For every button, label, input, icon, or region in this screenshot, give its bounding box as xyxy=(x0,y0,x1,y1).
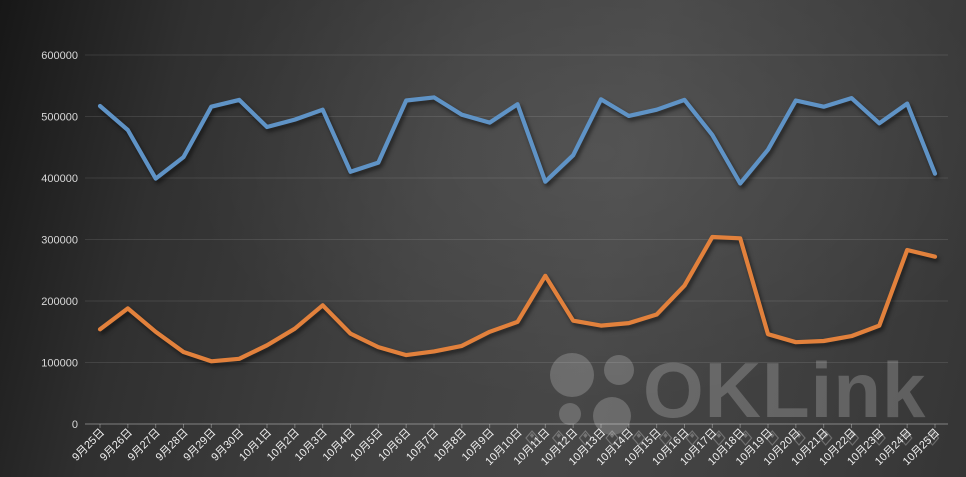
diamond-inner-icon xyxy=(796,433,802,438)
diamond-icon xyxy=(551,430,566,446)
diamond-icon xyxy=(899,430,913,446)
series-layer xyxy=(97,95,938,364)
diamond-inner-icon xyxy=(583,433,588,438)
y-axis-tick-label: 400000 xyxy=(41,173,78,185)
diamond-icon xyxy=(792,430,806,446)
series-line-blue xyxy=(97,95,938,186)
oklink-watermark: OKLink xyxy=(525,346,940,446)
diamond-icon xyxy=(845,430,860,446)
diamond-icon xyxy=(872,430,886,446)
diamond-inner-icon xyxy=(823,433,828,438)
diamond-icon xyxy=(632,430,646,446)
y-axis-tick-label: 200000 xyxy=(41,296,78,308)
y-axis-tick-label: 0 xyxy=(72,419,78,431)
y-axis-tick-label: 500000 xyxy=(41,112,78,124)
diamond-inner-icon xyxy=(556,433,561,438)
watermark-text: OKLink xyxy=(643,346,926,434)
diamond-icon xyxy=(765,430,780,446)
series-line-orange xyxy=(97,234,938,364)
diamond-icon xyxy=(578,430,593,446)
y-axis-labels: 0 100000 200000 300000 400000 500000 600000 xyxy=(41,50,78,431)
diamond-icon xyxy=(525,430,539,446)
diamond-icon xyxy=(605,430,619,446)
diamond-icon xyxy=(925,430,940,446)
diamond-inner-icon xyxy=(743,433,748,438)
diamond-icon xyxy=(738,430,753,446)
diamond-inner-icon xyxy=(609,433,615,438)
diamond-icon xyxy=(818,430,833,446)
diamond-icon xyxy=(685,430,699,446)
diamond-inner-icon xyxy=(876,433,882,438)
diamond-icon xyxy=(658,430,673,446)
diamond-inner-icon xyxy=(716,433,722,438)
diamond-inner-icon xyxy=(930,433,935,438)
diamond-inner-icon xyxy=(690,433,695,438)
diamond-inner-icon xyxy=(903,433,908,438)
y-axis-tick-label: 300000 xyxy=(41,235,78,247)
diamond-icon xyxy=(712,430,726,446)
oklink-logo-icon xyxy=(550,353,634,435)
diamond-inner-icon xyxy=(663,433,668,438)
diamond-inner-icon xyxy=(770,433,775,438)
gridlines-layer xyxy=(85,54,948,428)
watermark-diamond-pattern xyxy=(525,430,940,446)
diamond-inner-icon xyxy=(636,433,641,438)
y-axis-tick-label: 100000 xyxy=(41,358,78,370)
diamond-inner-icon xyxy=(850,433,855,438)
y-axis-tick-label: 600000 xyxy=(41,50,78,62)
diamond-inner-icon xyxy=(529,433,535,438)
